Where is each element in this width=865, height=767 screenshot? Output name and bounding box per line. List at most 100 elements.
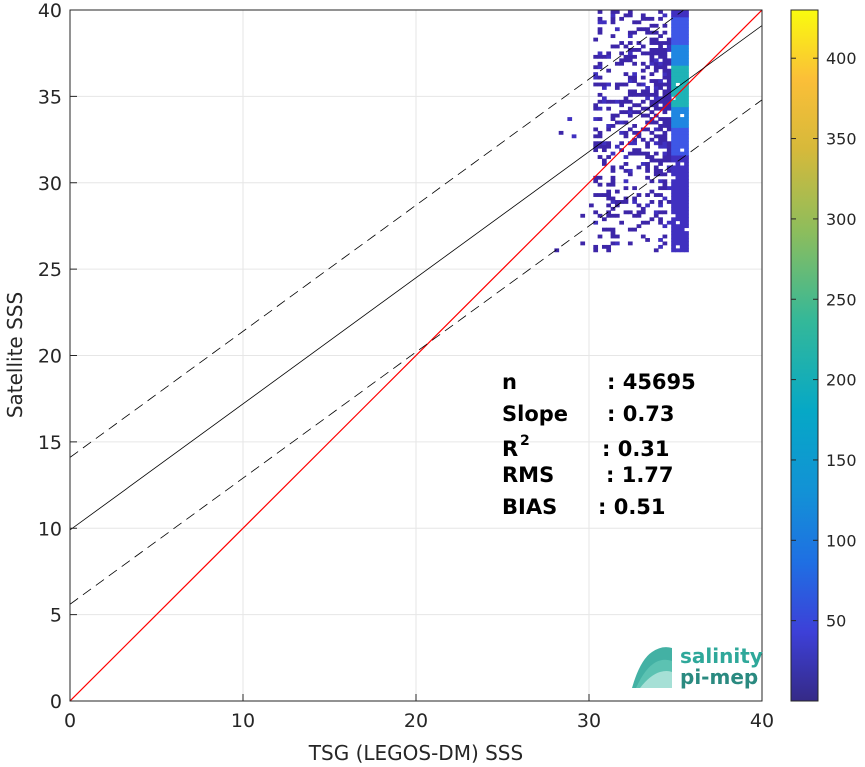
density-cell (671, 106, 676, 111)
density-cell (658, 65, 663, 70)
density-cell (619, 110, 624, 115)
density-cell (640, 137, 646, 142)
density-cell (645, 96, 650, 101)
density-cell (640, 106, 646, 111)
density-cell (632, 72, 637, 77)
density-cell (589, 203, 594, 208)
density-cell (623, 54, 629, 59)
density-cell (632, 92, 637, 97)
density-cell (632, 200, 637, 204)
density-cell (623, 120, 629, 125)
density-cell (623, 44, 629, 49)
density-cell (675, 106, 681, 111)
density-cell (662, 124, 668, 128)
density-cell (606, 144, 612, 149)
density-cell (649, 103, 655, 108)
density-cell (662, 68, 668, 73)
density-cell (619, 58, 624, 63)
density-cell (675, 189, 681, 194)
density-cell (645, 113, 650, 118)
density-cell (640, 13, 646, 18)
density-cell (675, 196, 681, 201)
density-cell (684, 65, 689, 70)
colorbar-tick-label: 250 (826, 290, 857, 309)
density-cell (684, 10, 689, 14)
density-cell (606, 227, 612, 232)
density-cell (684, 248, 689, 253)
density-cell (636, 213, 642, 218)
density-cell (679, 172, 685, 177)
density-cell (653, 82, 659, 87)
density-cell (649, 61, 655, 66)
density-cell (684, 155, 689, 159)
density-cell (666, 37, 672, 42)
density-cell (627, 99, 633, 104)
density-cell (627, 113, 633, 118)
density-cell (679, 96, 685, 101)
density-cell (649, 155, 655, 159)
density-cell (666, 117, 672, 121)
density-cell (671, 27, 676, 32)
stat-label: RMS (502, 463, 554, 487)
density-cell (658, 220, 663, 225)
density-cell (662, 141, 668, 146)
density-cell (679, 92, 685, 97)
density-cell (619, 141, 624, 146)
density-cell (601, 217, 607, 222)
density-cell (597, 99, 603, 104)
density-cell (658, 96, 663, 101)
density-cell (619, 120, 624, 125)
density-cell (593, 220, 599, 225)
density-cell (679, 248, 685, 253)
density-cell (671, 179, 676, 184)
density-cell (623, 72, 629, 77)
density-cell (675, 58, 681, 63)
density-cell (684, 99, 689, 104)
density-cell (675, 10, 681, 14)
density-cell (567, 117, 573, 121)
density-cell (627, 141, 633, 146)
density-cell (671, 20, 676, 25)
density-cell (610, 182, 616, 187)
density-cell (684, 127, 689, 132)
density-cell (601, 96, 607, 101)
density-cell (684, 144, 689, 149)
y-tick-label: 40 (38, 0, 62, 22)
density-cell (671, 72, 676, 77)
density-cell (610, 151, 616, 156)
density-cell (671, 189, 676, 194)
density-cell (671, 65, 676, 70)
density-cell (653, 61, 659, 66)
density-cell (610, 241, 616, 246)
density-cell (675, 72, 681, 77)
density-cell (679, 41, 685, 45)
density-cell (658, 82, 663, 87)
density-cell (627, 151, 633, 156)
density-cell (593, 175, 599, 180)
density-cell (658, 10, 663, 14)
density-cell (675, 27, 681, 32)
density-cell (679, 189, 685, 194)
density-cell (684, 20, 689, 25)
density-cell (653, 106, 659, 111)
density-cell (684, 34, 689, 39)
density-cell (649, 110, 655, 115)
density-cell (653, 51, 659, 56)
density-cell (645, 220, 650, 225)
density-cell (597, 10, 603, 14)
density-cell (649, 51, 655, 56)
regression-line (70, 25, 762, 531)
density-cell (679, 186, 685, 191)
density-cell (627, 227, 633, 232)
density-cell (658, 34, 663, 39)
density-cell (593, 82, 599, 87)
density-cell (597, 182, 603, 187)
density-cell (627, 13, 633, 18)
y-tick-label: 25 (38, 259, 62, 281)
density-cell (671, 155, 676, 159)
density-cell (684, 30, 689, 35)
density-cell (658, 238, 663, 242)
density-cell (662, 224, 668, 229)
density-cell (671, 227, 676, 232)
density-cell (662, 137, 668, 142)
